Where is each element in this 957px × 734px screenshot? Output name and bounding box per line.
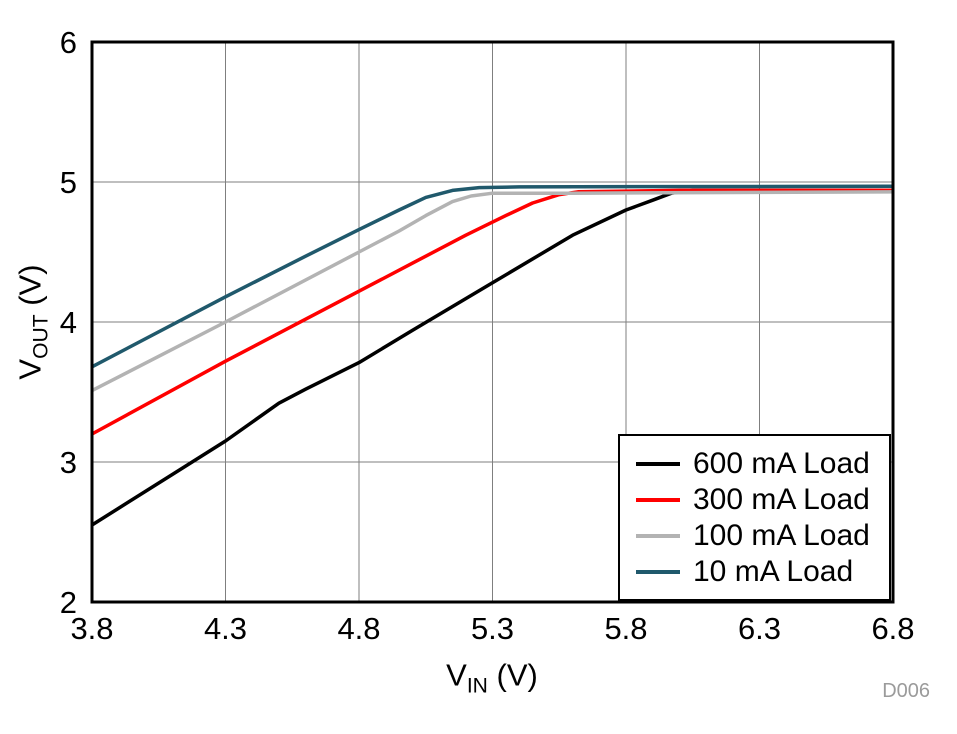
legend-line-10ma	[636, 569, 680, 574]
legend-line-100ma	[636, 533, 680, 538]
legend-line-300ma	[636, 497, 680, 502]
y-axis-label-unit: (V)	[12, 264, 48, 315]
legend-item-10ma: 10 mA Load	[636, 555, 873, 588]
legend: 600 mA Load 300 mA Load 100 mA Load 10 m…	[618, 434, 891, 601]
x-axis-label-sub: IN	[466, 674, 488, 698]
x-axis-label: VIN (V)	[446, 657, 538, 698]
x-axis-label-unit: (V)	[487, 657, 538, 693]
y-axis-label: VOUT (V)	[12, 264, 53, 379]
legend-item-100ma: 100 mA Load	[636, 519, 873, 552]
x-tick-label: 5.8	[604, 611, 647, 646]
x-tick-label: 6.8	[871, 611, 914, 646]
y-tick-label: 6	[60, 25, 77, 60]
y-tick-label: 3	[60, 445, 77, 480]
y-tick-label: 2	[60, 585, 77, 620]
x-tick-label: 5.3	[471, 611, 514, 646]
series-line-3	[91, 184, 894, 369]
legend-label-100ma: 100 mA Load	[693, 519, 870, 552]
x-tick-label: 4.8	[337, 611, 380, 646]
y-tick-label: 5	[60, 165, 77, 200]
series-line-2	[91, 190, 894, 393]
y-axis-label-base: V	[12, 358, 48, 380]
plot-border	[90, 40, 895, 604]
figure-code: D006	[882, 680, 930, 702]
legend-label-10ma: 10 mA Load	[693, 555, 854, 588]
y-axis-label-sub: OUT	[29, 314, 53, 359]
legend-label-600ma: 600 mA Load	[693, 447, 870, 480]
y-tick-label: 4	[60, 305, 77, 340]
legend-item-300ma: 300 mA Load	[636, 483, 873, 516]
legend-line-600ma	[636, 461, 680, 466]
legend-item-600ma: 600 mA Load	[636, 447, 873, 480]
x-axis-label-base: V	[446, 657, 467, 693]
legend-label-300ma: 300 mA Load	[693, 483, 870, 516]
x-tick-label: 4.3	[204, 611, 247, 646]
x-tick-label: 6.3	[738, 611, 781, 646]
x-tick-label: 3.8	[70, 611, 113, 646]
